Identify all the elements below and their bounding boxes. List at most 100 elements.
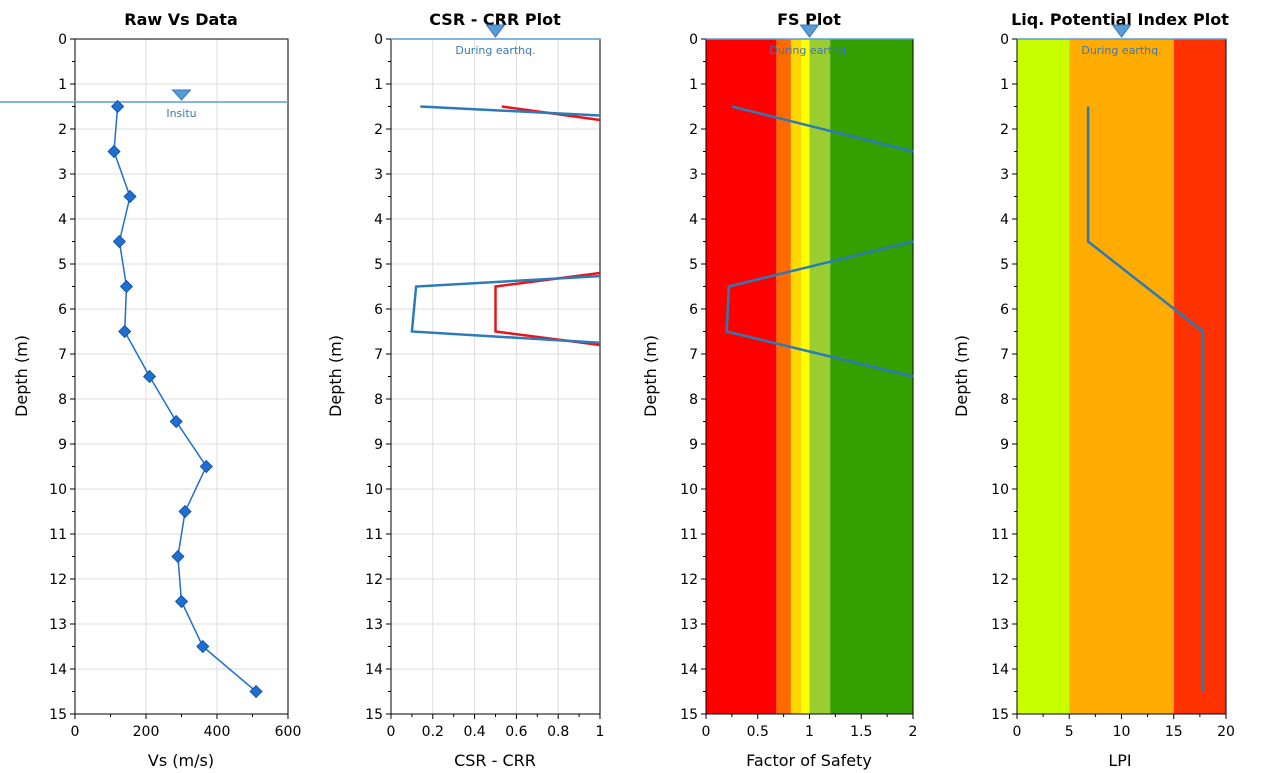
plot-frame — [390, 38, 601, 715]
x-axis-label: Vs (m/s) — [148, 751, 214, 770]
y-tick-label: 7 — [374, 347, 383, 363]
y-tick-label: 6 — [58, 302, 67, 318]
y-tick-label: 11 — [365, 527, 383, 543]
y-tick-label: 4 — [58, 212, 67, 228]
y-tick-label: 1 — [58, 77, 67, 93]
fs-band-lpi-0 — [1017, 39, 1070, 714]
y-tick-label: 3 — [58, 167, 67, 183]
x-tick-label: 0 — [1013, 724, 1022, 740]
x-tick-label: 1 — [805, 724, 814, 740]
fs-band-fs-0 — [706, 39, 777, 714]
data-point — [112, 234, 126, 249]
x-axis-label: LPI — [1108, 751, 1131, 770]
chart-title: Liq. Potential Index Plot — [1011, 10, 1229, 29]
y-tick-label: 3 — [689, 167, 698, 183]
y-tick-label: 9 — [58, 437, 67, 453]
y-tick-label: 10 — [49, 482, 67, 498]
data-point — [171, 549, 185, 564]
y-tick-label: 6 — [1000, 302, 1009, 318]
series-line-0 — [725, 105, 914, 378]
y-tick-label: 10 — [365, 482, 383, 498]
y-tick-label: 4 — [374, 212, 383, 228]
water-table-label: Insitu — [166, 107, 196, 120]
data-point — [196, 639, 210, 654]
y-tick-label: 5 — [1000, 257, 1009, 273]
data-point — [119, 279, 134, 294]
water-table-marker — [799, 24, 820, 38]
y-tick-label: 10 — [680, 482, 698, 498]
y-tick-label: 3 — [1000, 167, 1009, 183]
y-tick-label: 0 — [374, 32, 383, 48]
chart-title: CSR - CRR Plot — [429, 10, 561, 29]
y-tick-label: 4 — [689, 212, 698, 228]
fs-band-fs-2 — [790, 39, 802, 714]
y-tick-label: 12 — [49, 572, 67, 588]
x-tick-label: 0 — [702, 724, 711, 740]
plot-frame — [74, 38, 289, 715]
series-line-0 — [1086, 106, 1205, 692]
x-tick-label: 0.6 — [505, 724, 527, 740]
data-point — [118, 324, 132, 339]
x-tick-label: 200 — [133, 724, 160, 740]
y-tick-label: 1 — [689, 77, 698, 93]
y-tick-label: 1 — [374, 77, 383, 93]
y-tick-label: 12 — [365, 572, 383, 588]
x-tick-label: 600 — [275, 724, 302, 740]
data-point — [249, 684, 263, 699]
water-table-label: During earthq. — [455, 44, 535, 57]
y-tick-label: 12 — [991, 572, 1009, 588]
data-point — [123, 189, 137, 204]
y-tick-label: 13 — [365, 617, 383, 633]
y-tick-label: 0 — [689, 32, 698, 48]
data-point — [199, 459, 213, 474]
x-tick-label: 15 — [1165, 724, 1183, 740]
y-tick-label: 11 — [49, 527, 67, 543]
data-point — [169, 414, 183, 429]
y-tick-label: 8 — [1000, 392, 1009, 408]
y-tick-label: 2 — [58, 122, 67, 138]
y-tick-label: 7 — [58, 347, 67, 363]
water-table-marker — [1111, 24, 1132, 38]
data-point — [174, 594, 189, 609]
fs-band-lpi-2 — [1173, 39, 1226, 714]
data-point — [111, 99, 125, 114]
y-axis-label: Depth (m) — [952, 335, 971, 417]
y-tick-label: 1 — [1000, 77, 1009, 93]
y-tick-label: 4 — [1000, 212, 1009, 228]
x-tick-label: 0.4 — [463, 724, 485, 740]
x-tick-label: 1 — [596, 724, 605, 740]
data-point — [107, 144, 121, 159]
x-tick-label: 0 — [71, 724, 80, 740]
y-tick-label: 9 — [374, 437, 383, 453]
y-tick-label: 10 — [991, 482, 1009, 498]
y-tick-label: 2 — [374, 122, 383, 138]
y-tick-label: 5 — [689, 257, 698, 273]
y-tick-label: 2 — [689, 122, 698, 138]
x-tick-label: 0.2 — [422, 724, 444, 740]
chart-title: FS Plot — [777, 10, 841, 29]
y-tick-label: 12 — [680, 572, 698, 588]
y-tick-label: 9 — [1000, 437, 1009, 453]
series-line-0 — [113, 106, 257, 693]
x-tick-label: 10 — [1113, 724, 1131, 740]
y-tick-label: 7 — [1000, 347, 1009, 363]
x-axis-label: Factor of Safety — [746, 751, 872, 770]
data-point — [142, 369, 157, 384]
y-tick-label: 14 — [365, 662, 383, 678]
y-tick-label: 14 — [49, 662, 67, 678]
x-axis-label: CSR - CRR — [454, 751, 536, 770]
y-tick-label: 0 — [58, 32, 67, 48]
y-axis-label: Depth (m) — [641, 335, 660, 417]
y-tick-label: 11 — [991, 527, 1009, 543]
y-tick-label: 3 — [374, 167, 383, 183]
y-tick-label: 2 — [1000, 122, 1009, 138]
x-tick-label: 5 — [1065, 724, 1074, 740]
y-tick-label: 13 — [991, 617, 1009, 633]
y-tick-label: 15 — [365, 707, 383, 723]
data-point — [178, 504, 192, 519]
water-table-marker — [485, 24, 506, 38]
y-tick-label: 13 — [680, 617, 698, 633]
y-tick-label: 0 — [1000, 32, 1009, 48]
